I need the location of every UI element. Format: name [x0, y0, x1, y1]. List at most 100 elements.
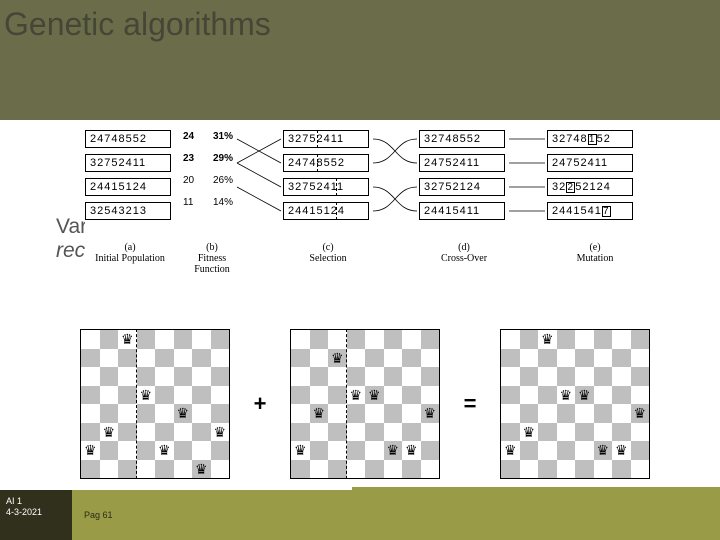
chessboard-parent-1: ♛♛♛♛♛♛♛♛ — [80, 329, 230, 479]
plus-operator: + — [230, 391, 290, 417]
square — [402, 330, 421, 349]
square — [81, 423, 100, 442]
square — [631, 367, 650, 386]
square — [501, 460, 520, 479]
queen-icon: ♛ — [347, 386, 366, 405]
square — [328, 367, 347, 386]
square — [612, 460, 631, 479]
queen-icon: ♛ — [192, 460, 211, 479]
square: ♛ — [501, 441, 520, 460]
square — [538, 404, 557, 423]
square — [557, 460, 576, 479]
square: ♛ — [594, 441, 613, 460]
square — [421, 386, 440, 405]
square — [137, 349, 156, 368]
footer-date: 4-3-2021 — [6, 507, 66, 518]
square — [421, 367, 440, 386]
sel-row: 24748552 — [283, 154, 369, 172]
square — [612, 386, 631, 405]
square: ♛ — [520, 423, 539, 442]
square — [631, 441, 650, 460]
square — [384, 367, 403, 386]
square — [211, 330, 230, 349]
square — [520, 460, 539, 479]
square — [211, 367, 230, 386]
square: ♛ — [192, 460, 211, 479]
square: ♛ — [137, 386, 156, 405]
pop-row: 32752411 — [85, 154, 171, 172]
square — [520, 441, 539, 460]
square: ♛ — [402, 441, 421, 460]
square — [155, 423, 174, 442]
square — [328, 441, 347, 460]
square — [557, 367, 576, 386]
mut-row: 32252124 — [547, 178, 633, 196]
fit-row: 1114% — [183, 196, 233, 208]
fit-row: 2329% — [183, 152, 233, 164]
square — [100, 349, 119, 368]
square — [347, 404, 366, 423]
square — [631, 330, 650, 349]
square — [557, 330, 576, 349]
square — [402, 404, 421, 423]
queen-icon: ♛ — [81, 441, 100, 460]
square — [421, 330, 440, 349]
square: ♛ — [421, 404, 440, 423]
square — [118, 367, 137, 386]
square: ♛ — [557, 386, 576, 405]
square — [291, 367, 310, 386]
square — [137, 367, 156, 386]
square — [211, 386, 230, 405]
body-line-1: Var — [56, 215, 87, 238]
square — [211, 349, 230, 368]
square — [520, 386, 539, 405]
square — [384, 423, 403, 442]
square — [118, 423, 137, 442]
square: ♛ — [328, 349, 347, 368]
queen-icon: ♛ — [118, 330, 137, 349]
queen-icon: ♛ — [594, 441, 613, 460]
square — [501, 330, 520, 349]
square — [402, 386, 421, 405]
square — [365, 423, 384, 442]
square — [384, 460, 403, 479]
square — [100, 441, 119, 460]
footer-course: AI 1 — [6, 496, 66, 507]
square — [421, 441, 440, 460]
queen-icon: ♛ — [328, 349, 347, 368]
square — [192, 367, 211, 386]
square — [612, 330, 631, 349]
square — [594, 386, 613, 405]
crossover-split-bar — [346, 329, 347, 479]
sel-row: 32752411 — [283, 130, 369, 148]
chess-crossover-row: ♛♛♛♛♛♛♛♛ + ♛♛♛♛♛♛♛♛ = ♛♛♛♛♛♛♛♛ — [80, 328, 655, 480]
square — [520, 404, 539, 423]
square: ♛ — [575, 386, 594, 405]
col-label: (c)Selection — [283, 242, 373, 264]
square — [538, 460, 557, 479]
square — [174, 423, 193, 442]
queen-icon: ♛ — [421, 404, 440, 423]
square — [631, 423, 650, 442]
square — [501, 423, 520, 442]
square: ♛ — [612, 441, 631, 460]
square — [501, 404, 520, 423]
square — [118, 349, 137, 368]
square — [118, 386, 137, 405]
square — [365, 330, 384, 349]
body-line-2: rec — [56, 239, 85, 262]
square — [575, 460, 594, 479]
queen-icon: ♛ — [100, 423, 119, 442]
square — [310, 386, 329, 405]
col-mutation: 32748152 24752411 32252124 24415417 (e)M… — [547, 130, 643, 226]
square — [612, 349, 631, 368]
queen-icon: ♛ — [310, 404, 329, 423]
square — [137, 423, 156, 442]
square — [501, 349, 520, 368]
pop-row: 32543213 — [85, 202, 171, 220]
square — [137, 404, 156, 423]
fit-row: 2431% — [183, 130, 233, 142]
square — [137, 460, 156, 479]
mut-row: 32748152 — [547, 130, 633, 148]
square — [594, 330, 613, 349]
